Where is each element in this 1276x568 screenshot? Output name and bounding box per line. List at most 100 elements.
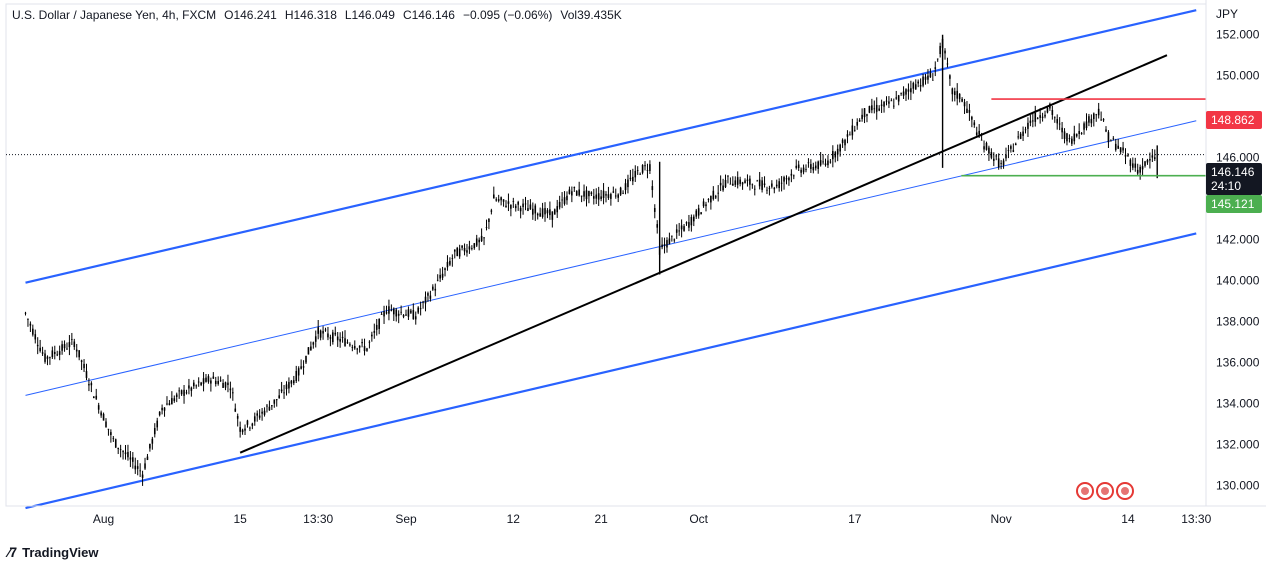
candle-body <box>758 179 761 187</box>
candle-body <box>697 208 700 216</box>
candle-body <box>580 195 583 197</box>
candle-body <box>1036 118 1039 119</box>
candle-body <box>751 184 754 186</box>
candle-body <box>480 235 483 242</box>
candle-body <box>656 224 659 228</box>
channel-middle-line[interactable] <box>25 120 1197 396</box>
candle-body <box>997 158 1000 168</box>
candle-body <box>558 201 561 208</box>
symbol-title[interactable]: U.S. Dollar / Japanese Yen, 4h, FXCM <box>12 8 217 22</box>
candle-body <box>388 306 390 314</box>
us-flag-icon[interactable] <box>1076 482 1094 500</box>
candle-body <box>1017 136 1019 138</box>
candle-body <box>868 106 871 113</box>
candle-body <box>968 110 971 113</box>
candle-body <box>405 314 407 316</box>
candle-body <box>263 410 266 415</box>
candle-body <box>534 205 537 214</box>
candle-body <box>1078 131 1080 135</box>
candle-body <box>927 75 929 80</box>
regression-channel[interactable] <box>25 9 1197 510</box>
candle-body <box>1149 158 1151 161</box>
candle-body <box>317 327 319 334</box>
candle-body <box>424 296 427 304</box>
candle-body <box>1000 163 1002 165</box>
candle-body <box>305 355 307 363</box>
candle-body <box>1063 131 1066 139</box>
candle-body <box>46 356 49 359</box>
candle-body <box>1146 159 1149 163</box>
candle-body <box>312 342 315 345</box>
candle-body <box>319 330 322 338</box>
candle-body <box>993 158 995 161</box>
candle-body <box>378 318 380 329</box>
candle-body <box>295 370 298 381</box>
candle-body <box>827 160 829 166</box>
drawings[interactable] <box>239 54 1206 454</box>
candle-body <box>151 438 154 444</box>
record-icon[interactable] <box>1116 482 1134 500</box>
candle-body <box>944 50 946 54</box>
currency-unit-label[interactable]: JPY <box>1216 7 1239 21</box>
candle-body <box>897 95 900 102</box>
candle-body <box>917 81 919 84</box>
candle-body <box>912 82 915 89</box>
plot-frame <box>5 3 1207 507</box>
candle-body <box>236 416 239 419</box>
candle-body <box>95 395 98 399</box>
candle-body <box>53 351 56 355</box>
trendline[interactable] <box>239 54 1168 454</box>
tradingview-mark-icon: ⁄7 <box>8 544 17 560</box>
y-tick-label: 142.000 <box>1216 233 1260 247</box>
candle-body <box>710 195 712 203</box>
candle-body <box>307 347 310 355</box>
candle-body <box>1075 134 1078 137</box>
candle-body <box>641 165 644 173</box>
candle-body <box>707 199 710 200</box>
candle-body <box>675 229 678 233</box>
economic-events[interactable] <box>1076 482 1134 500</box>
candle-body <box>373 331 376 333</box>
channel-upper-line[interactable] <box>25 9 1197 284</box>
candle-body <box>439 274 441 279</box>
candle-body <box>578 189 580 196</box>
candle-body <box>683 226 685 231</box>
candle-body <box>1136 169 1139 174</box>
current-price: 146.146 <box>1211 165 1255 179</box>
channel-lower-line[interactable] <box>25 232 1197 510</box>
candle-body <box>544 208 546 215</box>
candle-body <box>585 190 588 200</box>
candle-body <box>290 380 293 384</box>
y-tick-label: 136.000 <box>1216 356 1260 370</box>
candle-body <box>32 328 34 335</box>
candle-body <box>414 316 417 320</box>
volume-value: Vol39.435K <box>560 8 622 22</box>
candle-body <box>680 225 683 230</box>
axes: 130.000 132.000 134.000 136.000 138.000 140.0… <box>6 0 1266 526</box>
candle-body <box>519 207 522 212</box>
candle-body <box>102 413 105 421</box>
candle-body <box>385 312 388 314</box>
candle-body <box>207 376 210 382</box>
candle-body <box>93 396 95 399</box>
close-value: C146.146 <box>402 8 455 22</box>
candle-body <box>1039 115 1041 118</box>
candle-body <box>653 208 656 212</box>
candle-body <box>512 200 515 202</box>
candle-body <box>105 421 107 427</box>
tradingview-logo[interactable]: ⁄7 TradingView <box>8 544 98 560</box>
resistance-price-tag: 148.862 <box>1206 111 1262 129</box>
candle-body <box>302 366 305 368</box>
candle-body <box>546 210 549 214</box>
candle-body <box>288 382 290 389</box>
candle-body <box>410 310 412 313</box>
candle-body <box>1014 143 1017 146</box>
candle-body <box>205 377 207 382</box>
us-flag-icon[interactable] <box>1096 482 1114 500</box>
candle-body <box>651 186 654 191</box>
candle-body <box>532 208 534 215</box>
candle-body <box>1041 116 1044 118</box>
candle-body <box>114 439 117 448</box>
candle-body <box>73 341 76 347</box>
